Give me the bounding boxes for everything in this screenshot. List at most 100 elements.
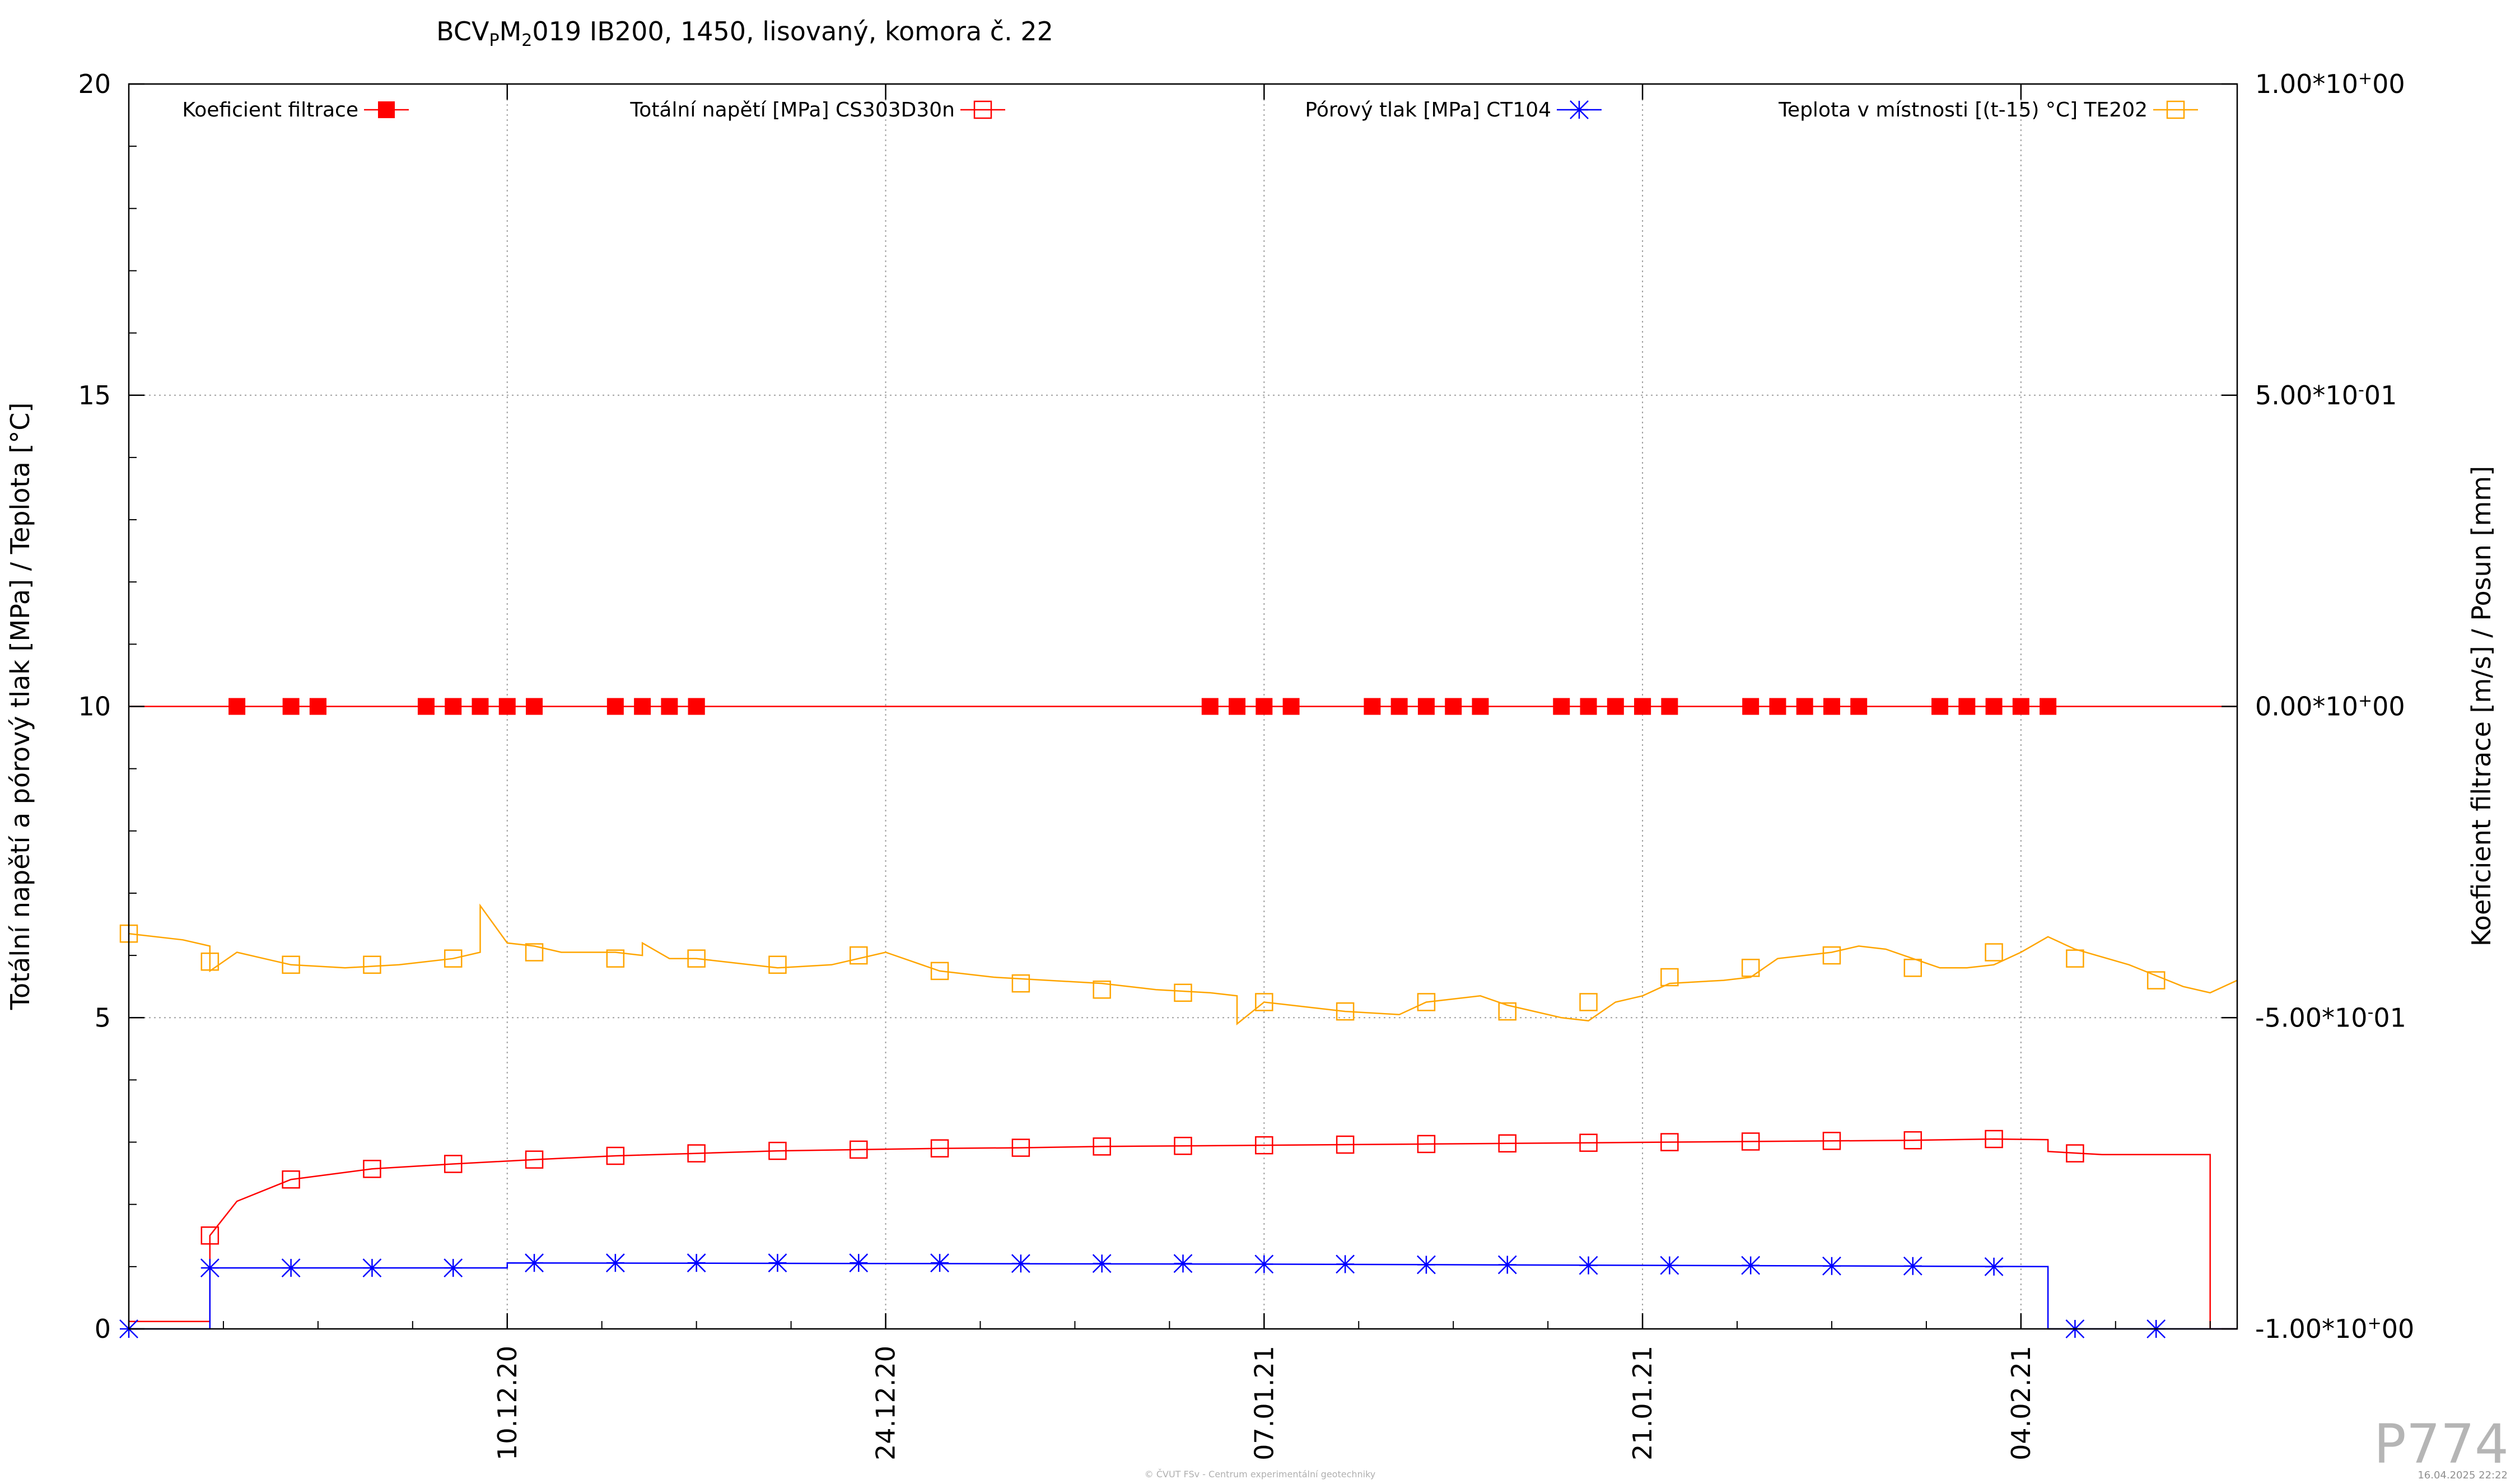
- y2-tick-label: -1.00*10+00: [2255, 1314, 2414, 1344]
- data-point: [363, 955, 381, 974]
- star-stroke: [1336, 1254, 1355, 1274]
- data-point: [606, 1146, 625, 1165]
- x-tick-label: 07.01.21: [1249, 1346, 1279, 1460]
- data-point: [1255, 1136, 1273, 1155]
- data-point: [1417, 1255, 1436, 1275]
- data-point: [1660, 968, 1679, 987]
- legend-label: Koeficient filtrace: [182, 99, 358, 122]
- data-point: [1174, 1136, 1192, 1155]
- data-point: [1417, 1135, 1436, 1154]
- data-point: [309, 698, 326, 715]
- x-tick-label: 10.12.20: [492, 1346, 522, 1460]
- star-stroke: [1741, 1256, 1761, 1275]
- data-point: [1201, 698, 1219, 715]
- data-point: [1254, 1254, 1274, 1274]
- data-point: [1336, 1135, 1355, 1154]
- y-tick-label: 5: [95, 1002, 111, 1033]
- star-stroke: [1011, 1254, 1030, 1273]
- y-tick-label: 0: [95, 1314, 111, 1344]
- data-point: [1903, 959, 1922, 977]
- data-point: [1931, 698, 1949, 715]
- data-point: [1390, 698, 1408, 715]
- data-point: [1498, 1134, 1516, 1153]
- data-point: [525, 1150, 544, 1169]
- data-point: [1985, 698, 2003, 715]
- chart-title: BCVPM2019 IB200, 1450, lisovaný, komora …: [436, 16, 1053, 50]
- series-line: [129, 1138, 2237, 1330]
- legend-marker: [378, 101, 395, 118]
- data-point: [1822, 946, 1841, 965]
- data-point: [2146, 971, 2166, 990]
- footer-timestamp: 16.04.2025 22:22: [2418, 1469, 2508, 1481]
- data-point: [1011, 974, 1030, 993]
- star-stroke: [930, 1253, 949, 1273]
- data-point: [444, 1258, 463, 1277]
- data-point: [1553, 698, 1570, 715]
- legend: Koeficient filtrace Totální napětí [MPa] …: [182, 99, 2198, 122]
- star-stroke: [768, 1253, 787, 1273]
- legend-marker: [973, 100, 992, 119]
- data-point: [200, 1226, 220, 1245]
- legend-label: Teplota v místnosti [(t-15) °C] TE202: [1778, 99, 2148, 122]
- footer-code: P774: [2374, 1413, 2509, 1476]
- chart-title-prefix: BCV: [436, 16, 489, 46]
- data-point: [228, 698, 246, 715]
- y2-tick-label: 0.00*10+00: [2255, 692, 2405, 722]
- data-point: [768, 1141, 787, 1160]
- star-stroke: [281, 1258, 301, 1277]
- star-stroke: [1903, 1256, 1922, 1276]
- data-point: [1173, 1254, 1193, 1273]
- data-point: [1417, 993, 1436, 1011]
- data-point: [1822, 1256, 1841, 1276]
- data-point: [930, 1139, 949, 1158]
- data-point: [661, 698, 678, 715]
- star-stroke: [1570, 100, 1589, 119]
- data-point: [2066, 1144, 2084, 1163]
- star-stroke: [1497, 1255, 1517, 1275]
- data-point: [1093, 980, 1111, 999]
- legend-marker: [1570, 100, 1589, 119]
- data-point: [1093, 1137, 1111, 1156]
- data-point: [768, 955, 787, 974]
- data-point: [1822, 1132, 1841, 1150]
- data-point: [1174, 983, 1192, 1002]
- star-stroke: [849, 1253, 869, 1273]
- series-0: [129, 698, 2237, 715]
- y2-tick-label: -5.00*10-01: [2255, 1002, 2406, 1033]
- data-point: [1985, 1130, 2003, 1149]
- data-point: [1796, 698, 1813, 715]
- data-point: [849, 1253, 869, 1273]
- data-point: [2012, 698, 2029, 715]
- series-line: [128, 903, 2238, 1026]
- data-point: [1660, 1133, 1679, 1151]
- star-stroke: [444, 1258, 463, 1277]
- data-point: [688, 698, 705, 715]
- data-point: [1958, 698, 1976, 715]
- data-point: [525, 1253, 544, 1273]
- data-point: [445, 698, 462, 715]
- data-point: [1741, 1132, 1760, 1151]
- data-point: [200, 952, 220, 971]
- data-point: [281, 1258, 301, 1277]
- y2-tick-label: 5.00*10-01: [2255, 380, 2397, 410]
- y2-axis-label: Koeficient filtrace [m/s] / Posun [mm]: [2466, 466, 2496, 946]
- data-point: [1336, 1002, 1355, 1021]
- data-point: [1282, 698, 1300, 715]
- series-1: [129, 1130, 2237, 1330]
- star-stroke: [200, 1258, 220, 1277]
- data-point: [1336, 1254, 1355, 1274]
- y2-tick-label: 1.00*10+00: [2255, 69, 2405, 99]
- data-point: [1229, 698, 1246, 715]
- data-point: [526, 698, 543, 715]
- data-point: [1634, 698, 1651, 715]
- data-point: [1741, 959, 1760, 977]
- series-layer: [119, 698, 2238, 1338]
- data-point: [606, 698, 624, 715]
- y-axis-label: Totální napětí a pórový tlak [MPa] / Tep…: [5, 403, 35, 1011]
- star-stroke: [1579, 1256, 1598, 1275]
- data-point: [472, 698, 489, 715]
- star-stroke: [1822, 1256, 1841, 1276]
- star-stroke: [1660, 1256, 1679, 1275]
- data-point: [1497, 1255, 1517, 1275]
